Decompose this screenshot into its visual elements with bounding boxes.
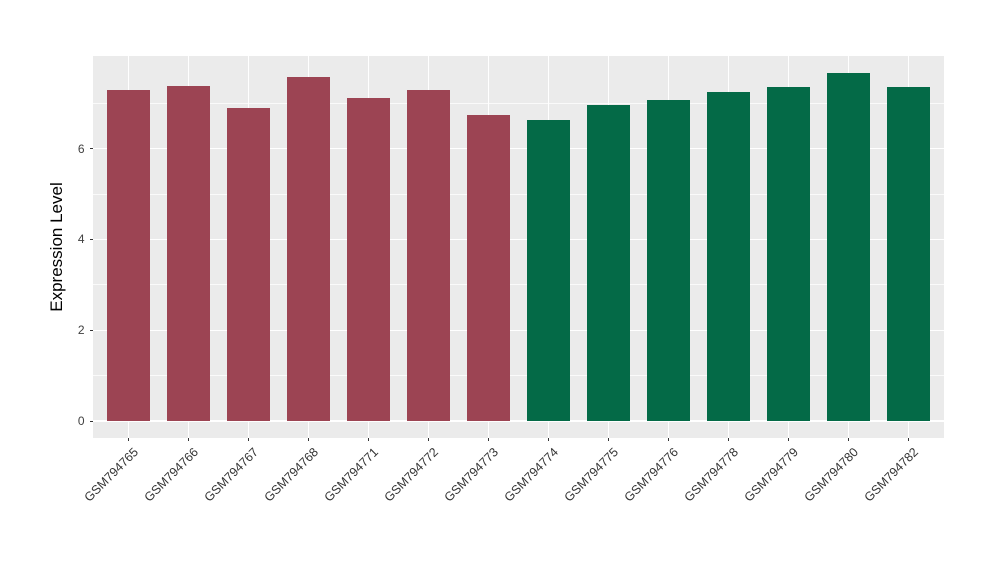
x-tick-mark — [487, 438, 489, 441]
y-tick-mark — [89, 420, 93, 422]
bar-GSM794772 — [406, 90, 450, 421]
x-tick-mark — [307, 438, 309, 441]
y-tick-mark — [89, 238, 93, 240]
x-tick-label: GSM794778 — [681, 445, 742, 505]
gridline-horizontal-minor — [92, 375, 944, 377]
y-tick-label: 0 — [77, 414, 85, 428]
x-tick-label: GSM794780 — [801, 445, 862, 505]
y-tick-mark — [89, 329, 93, 331]
y-tick-mark — [89, 148, 93, 150]
bar-GSM794774 — [526, 119, 570, 421]
x-tick-mark — [787, 438, 789, 441]
bar-GSM794782 — [886, 86, 930, 421]
bar-GSM794773 — [466, 115, 510, 421]
gridline-horizontal-major — [92, 420, 944, 422]
gridline-horizontal-minor — [92, 102, 944, 104]
bar-GSM794766 — [166, 85, 210, 421]
y-axis-title: Expression Level — [47, 182, 66, 312]
gridline-horizontal-major — [92, 238, 944, 241]
bar-GSM794765 — [106, 90, 150, 421]
x-tick-mark — [607, 438, 609, 441]
gridline-horizontal-minor — [92, 284, 944, 286]
x-tick-label: GSM794771 — [321, 445, 382, 505]
x-tick-mark — [907, 438, 909, 441]
y-tick-label: 2 — [77, 323, 85, 338]
x-tick-label: GSM794767 — [201, 445, 262, 505]
x-tick-mark — [427, 438, 429, 441]
bar-GSM794767 — [226, 107, 270, 421]
x-tick-mark — [727, 438, 729, 441]
bar-GSM794779 — [766, 86, 810, 421]
x-tick-label: GSM794774 — [501, 445, 562, 505]
x-tick-label: GSM794765 — [81, 445, 142, 505]
x-tick-label: GSM794775 — [561, 445, 622, 505]
gridline-horizontal-major — [92, 147, 944, 150]
x-tick-mark — [127, 438, 129, 441]
x-tick-label: GSM794782 — [861, 445, 922, 505]
plot-panel — [92, 56, 944, 438]
x-tick-mark — [247, 438, 249, 441]
x-tick-label: GSM794773 — [441, 445, 502, 505]
x-tick-mark — [547, 438, 549, 441]
bar-GSM794778 — [706, 92, 750, 421]
bar-GSM794775 — [586, 105, 630, 421]
x-tick-mark — [667, 438, 669, 441]
x-tick-mark — [187, 438, 189, 441]
x-tick-mark — [367, 438, 369, 441]
gridline-horizontal-major — [92, 329, 944, 331]
bar-GSM794771 — [346, 98, 390, 421]
bar-GSM794768 — [286, 76, 330, 421]
x-tick-label: GSM794776 — [621, 445, 682, 505]
gridline-horizontal-minor — [92, 193, 944, 195]
y-tick-label: 6 — [77, 141, 85, 156]
x-tick-label: GSM794768 — [261, 445, 322, 505]
bar-GSM794780 — [826, 72, 870, 421]
x-tick-mark — [847, 438, 849, 441]
x-tick-label: GSM794772 — [381, 445, 442, 505]
x-tick-label: GSM794766 — [141, 445, 202, 505]
bar-GSM794776 — [646, 100, 690, 421]
y-tick-label: 4 — [77, 232, 85, 247]
x-tick-label: GSM794779 — [741, 445, 802, 505]
